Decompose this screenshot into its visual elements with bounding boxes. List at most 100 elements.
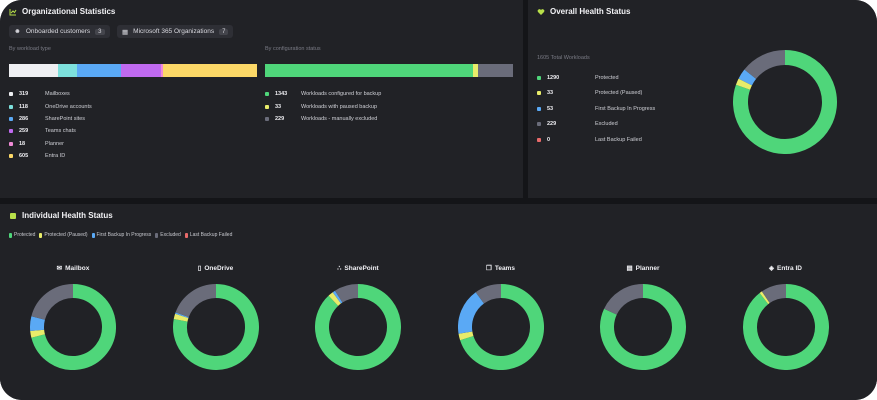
onboarded-customers-chip[interactable]: ☻ Onboarded customers 3 <box>9 25 110 38</box>
shield-icon <box>10 212 16 219</box>
chart-icon <box>9 8 17 15</box>
legend-swatch <box>9 92 13 97</box>
legend-label: Workloads with paused backup <box>301 103 378 110</box>
workload-type-bar <box>9 64 257 77</box>
health-legend: Protected Protected (Paused) First Backup … <box>9 232 232 238</box>
organization-icon: ▦ <box>122 28 129 36</box>
config-status-bar <box>265 64 513 77</box>
legend-label: Protected <box>595 74 619 81</box>
legend-swatch <box>537 91 541 96</box>
legend-label: Excluded <box>595 121 618 128</box>
workload-donut-chart <box>172 284 259 370</box>
legend-label: Excluded <box>160 232 181 238</box>
workload-type-label: By workload type <box>9 46 51 52</box>
legend-item: 605 Entra ID <box>9 150 92 162</box>
legend-item: 229 Workloads - manually excluded <box>265 113 381 125</box>
legend-swatch <box>537 122 541 127</box>
organizational-statistics-panel: Organizational Statistics ☻ Onboarded cus… <box>0 0 523 198</box>
bar-segment <box>477 64 513 77</box>
legend-label: Protected (Paused) <box>595 90 643 97</box>
config-legend: 1343 Workloads configured for backup 33 Wor… <box>265 88 381 125</box>
legend-label: Planner <box>45 140 64 147</box>
card-title: ✉ Mailbox <box>0 264 146 273</box>
donut-segment <box>332 290 343 304</box>
card-title: ▯ OneDrive <box>143 264 289 273</box>
bar-segment <box>76 64 121 77</box>
legend-label: Last Backup Failed <box>595 136 642 143</box>
legend-item: 118 OneDrive accounts <box>9 100 92 112</box>
workload-health-card: ◈ Entra ID <box>713 264 859 370</box>
chip-label: Microsoft 365 Organizations <box>133 28 215 35</box>
bar-segment <box>120 64 161 77</box>
legend-item: 0 Last Backup Failed <box>537 132 655 148</box>
donut-segment <box>600 284 686 370</box>
legend-value: 118 <box>19 103 28 110</box>
legend-item: Protected <box>9 232 35 238</box>
donut-segment <box>738 69 757 86</box>
workload-health-card: ▯ OneDrive <box>143 264 289 370</box>
bar-segment <box>163 64 257 77</box>
legend-label: Last Backup Failed <box>189 232 233 238</box>
legend-value: 229 <box>547 121 557 128</box>
legend-label: Protected (Paused) <box>44 232 88 238</box>
workload-legend: 319 Mailboxes 118 OneDrive accounts 286 Share… <box>9 88 92 162</box>
legend-swatch <box>265 104 269 109</box>
legend-value: 1343 <box>275 91 288 98</box>
legend-swatch <box>9 116 13 121</box>
donut-segment <box>175 284 216 318</box>
legend-item: 319 Mailboxes <box>9 88 92 100</box>
title-text: Organizational Statistics <box>22 7 116 16</box>
workload-health-card: ∴ SharePoint <box>285 264 431 370</box>
chip-count: 3 <box>95 28 105 35</box>
donut-segment <box>735 78 753 90</box>
individual-health-panel: Individual Health Status Protected Protec… <box>0 204 877 400</box>
legend-item: 259 Teams chats <box>9 125 92 137</box>
legend-label: Workloads - manually excluded <box>301 115 378 122</box>
legend-label: OneDrive accounts <box>45 103 92 110</box>
chat-icon: ❐ <box>486 265 492 272</box>
legend-value: 18 <box>19 140 26 147</box>
m365-organizations-chip[interactable]: ▦ Microsoft 365 Organizations 7 <box>117 25 234 38</box>
sitemap-icon: ∴ <box>337 265 342 272</box>
legend-item: 229 Excluded <box>537 117 655 133</box>
donut-segment <box>759 291 770 305</box>
card-title: ∴ SharePoint <box>285 264 431 273</box>
card-title-text: Entra ID <box>777 264 802 272</box>
card-title-text: OneDrive <box>204 264 234 272</box>
legend-item: Last Backup Failed <box>184 232 233 238</box>
donut-segment <box>315 284 401 370</box>
bar-segment <box>472 64 478 77</box>
legend-item: 33 Workloads with paused backup <box>265 100 381 112</box>
bar-segment <box>160 64 164 77</box>
panel-title: Individual Health Status <box>9 211 113 220</box>
workload-donut-chart <box>457 284 544 370</box>
legend-value: 33 <box>547 90 554 97</box>
legend-swatch <box>184 232 188 238</box>
legend-item: 1290 Protected <box>537 70 655 86</box>
legend-label: Entra ID <box>45 153 66 160</box>
bar-segment <box>9 64 59 77</box>
legend-item: 53 First Backup In Progress <box>537 101 655 117</box>
donut-segment <box>31 284 74 321</box>
donut-segment <box>30 329 45 338</box>
donut-segment <box>761 284 786 304</box>
title-text: Overall Health Status <box>550 7 631 16</box>
donut-segment <box>744 50 786 80</box>
chip-label: Onboarded customers <box>25 28 91 35</box>
legend-item: 18 Planner <box>9 138 92 150</box>
legend-value: 259 <box>19 128 29 135</box>
legend-label: First Backup In Progress <box>96 232 152 238</box>
legend-swatch <box>537 75 541 80</box>
legend-swatch <box>91 232 95 238</box>
legend-label: First Backup In Progress <box>595 105 656 112</box>
legend-value: 53 <box>547 105 554 112</box>
user-icon: ☻ <box>14 28 21 35</box>
donut-segment <box>172 284 259 370</box>
legend-item: 286 SharePoint sites <box>9 113 92 125</box>
legend-item: First Backup In Progress <box>91 232 152 238</box>
legend-label: Mailboxes <box>45 91 70 98</box>
panel-title: Organizational Statistics <box>9 7 115 16</box>
config-status-label: By configuration status <box>265 46 321 52</box>
donut-segment <box>742 284 829 370</box>
